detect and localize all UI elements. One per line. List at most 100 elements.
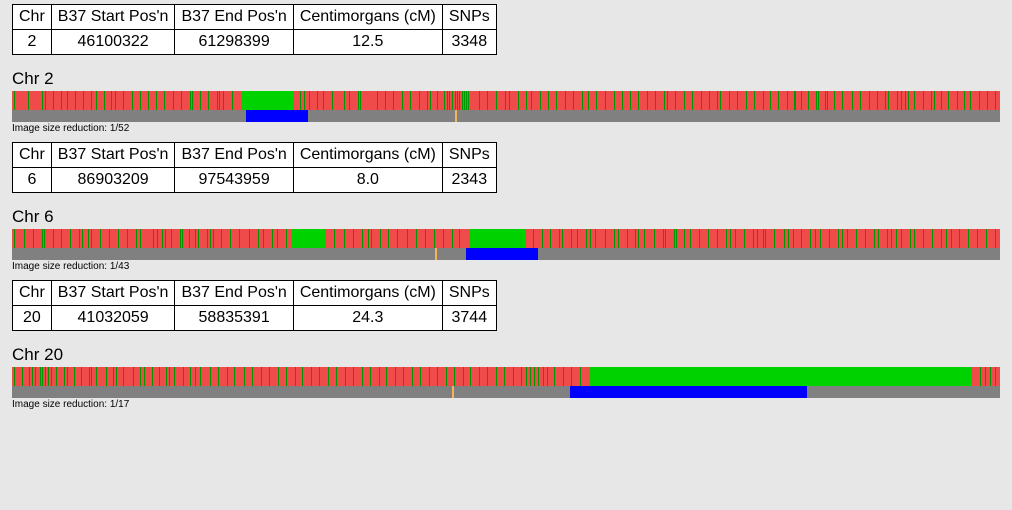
green-tick [362, 367, 363, 386]
green-tick [468, 91, 469, 110]
green-tick [897, 91, 898, 110]
green-tick [317, 91, 318, 110]
green-tick [959, 229, 960, 248]
green-tick [934, 91, 935, 110]
green-tick [192, 91, 193, 110]
green-tick [526, 367, 527, 386]
green-tick [144, 367, 145, 386]
green-tick [664, 91, 665, 110]
centromere-mark [435, 248, 437, 260]
green-tick [518, 91, 519, 110]
green-tick [40, 367, 41, 386]
green-tick [83, 91, 84, 110]
green-tick [416, 229, 417, 248]
table-header-row: ChrB37 Start Pos'nB37 End Pos'nCentimorg… [13, 281, 497, 306]
green-tick [22, 367, 23, 386]
green-tick [454, 367, 455, 386]
green-tick [808, 91, 809, 110]
green-tick [571, 229, 572, 248]
green-tick [24, 229, 25, 248]
green-tick [910, 229, 911, 248]
green-tick [720, 91, 721, 110]
green-tick [770, 91, 771, 110]
green-tick [388, 229, 389, 248]
green-tick [360, 91, 361, 110]
green-tick [140, 91, 141, 110]
green-tick [479, 367, 480, 386]
green-tick [106, 367, 107, 386]
green-tick [386, 367, 387, 386]
green-tick [377, 91, 378, 110]
green-tick [232, 91, 233, 110]
green-tick [447, 91, 448, 110]
green-tick [667, 91, 668, 110]
green-tick [123, 91, 124, 110]
green-tick [684, 229, 685, 248]
green-tick [319, 367, 320, 386]
green-tick [676, 229, 677, 248]
green-tick [166, 367, 167, 386]
green-tick [14, 91, 15, 110]
green-tick [968, 229, 969, 248]
col-header: SNPs [442, 281, 496, 306]
green-tick [309, 91, 310, 110]
green-tick [148, 91, 149, 110]
green-tick [547, 367, 548, 386]
green-tick [730, 229, 731, 248]
green-tick [88, 229, 89, 248]
green-tick [221, 229, 222, 248]
green-tick [923, 91, 924, 110]
green-tick [429, 367, 430, 386]
green-tick [410, 91, 411, 110]
green-tick [896, 229, 897, 248]
green-tick [210, 229, 211, 248]
green-tick [111, 91, 112, 110]
green-tick [371, 229, 372, 248]
green-tick [627, 229, 628, 248]
green-tick [908, 91, 909, 110]
green-tick [42, 229, 43, 248]
green-tick [531, 91, 532, 110]
green-tick [45, 91, 46, 110]
green-tick [156, 91, 157, 110]
green-tick [795, 91, 796, 110]
green-tick [614, 91, 615, 110]
green-tick [190, 91, 191, 110]
green-tick [834, 91, 835, 110]
col-header: Centimorgans (cM) [293, 5, 442, 30]
green-tick [463, 367, 464, 386]
green-tick [838, 229, 839, 248]
green-tick [699, 229, 700, 248]
green-tick [951, 229, 952, 248]
green-tick [35, 367, 36, 386]
green-tick [946, 229, 947, 248]
green-tick [655, 91, 656, 110]
cell-chr: 6 [13, 168, 52, 193]
green-tick [425, 229, 426, 248]
col-header: Centimorgans (cM) [293, 281, 442, 306]
green-tick [914, 91, 915, 110]
green-tick [379, 367, 380, 386]
green-tick [434, 229, 435, 248]
col-header: SNPs [442, 143, 496, 168]
green-tick [533, 229, 534, 248]
green-tick [505, 91, 506, 110]
green-tick [675, 91, 676, 110]
segment-table: ChrB37 Start Pos'nB37 End Pos'nCentimorg… [12, 4, 497, 55]
green-tick [509, 91, 510, 110]
green-tick [521, 367, 522, 386]
green-tick [605, 91, 606, 110]
green-tick [526, 91, 527, 110]
green-tick [793, 229, 794, 248]
green-tick [901, 229, 902, 248]
green-tick [61, 229, 62, 248]
green-tick [901, 91, 902, 110]
green-tick [980, 367, 981, 386]
green-tick [53, 229, 54, 248]
green-tick [596, 91, 597, 110]
green-tick [590, 229, 591, 248]
green-tick [277, 229, 278, 248]
green-tick [311, 367, 312, 386]
green-tick [100, 229, 101, 248]
green-tick [152, 367, 153, 386]
